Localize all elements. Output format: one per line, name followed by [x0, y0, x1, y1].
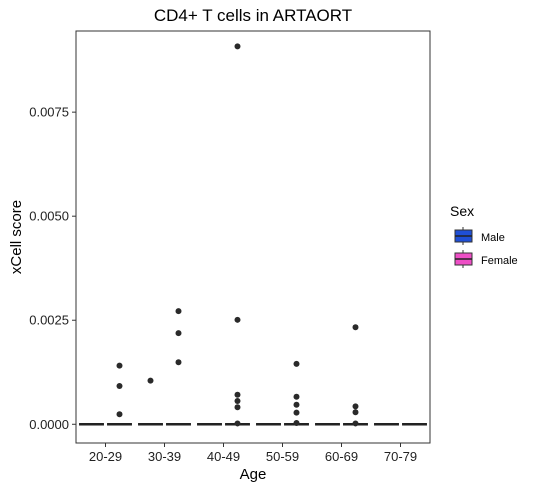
outlier-point	[116, 362, 123, 369]
outlier-point	[352, 403, 359, 410]
x-tick-label: 30-39	[148, 449, 181, 464]
outlier-point	[234, 404, 241, 411]
legend-label-female: Female	[481, 255, 518, 267]
x-tick-label: 40-49	[207, 449, 240, 464]
outlier-point	[293, 360, 300, 367]
legend-label-male: Male	[481, 232, 505, 244]
outlier-point	[175, 359, 182, 366]
outlier-point	[116, 411, 123, 418]
outlier-point	[234, 397, 241, 404]
y-tick-label: 0.0000	[29, 417, 69, 432]
outlier-points	[116, 43, 359, 427]
legend-item-female: Female	[454, 250, 518, 268]
outlier-point	[352, 324, 359, 331]
x-axis: 20-29 30-39 40-49 50-59 60-69 70-79	[89, 443, 417, 464]
plot-panel	[75, 30, 431, 444]
legend-title: Sex	[450, 203, 474, 219]
outlier-point	[234, 420, 241, 427]
x-tick-label: 50-59	[266, 449, 299, 464]
outlier-point	[293, 420, 300, 427]
outlier-point	[293, 401, 300, 408]
outlier-point	[147, 377, 154, 384]
outlier-point	[234, 391, 241, 398]
y-tick-label: 0.0050	[29, 209, 69, 224]
x-tick-label: 70-79	[384, 449, 417, 464]
outlier-point	[234, 316, 241, 323]
outlier-point	[175, 330, 182, 337]
y-axis: 0.0000 0.0025 0.0050 0.0075	[29, 105, 76, 432]
outlier-point	[175, 308, 182, 315]
x-tick-label: 20-29	[89, 449, 122, 464]
chart-title: CD4+ T cells in ARTAORT	[154, 6, 352, 25]
outlier-point	[234, 43, 241, 50]
legend-item-male: Male	[454, 227, 505, 245]
legend: Sex Male Female	[450, 203, 518, 268]
outlier-point	[293, 409, 300, 416]
y-tick-label: 0.0075	[29, 105, 69, 120]
outlier-point	[352, 420, 359, 427]
y-axis-title: xCell score	[8, 200, 25, 274]
x-axis-title: Age	[240, 466, 267, 483]
y-tick-label: 0.0025	[29, 313, 69, 328]
outlier-point	[116, 382, 123, 389]
outlier-point	[293, 393, 300, 400]
outlier-point	[352, 409, 359, 416]
x-tick-label: 60-69	[325, 449, 358, 464]
